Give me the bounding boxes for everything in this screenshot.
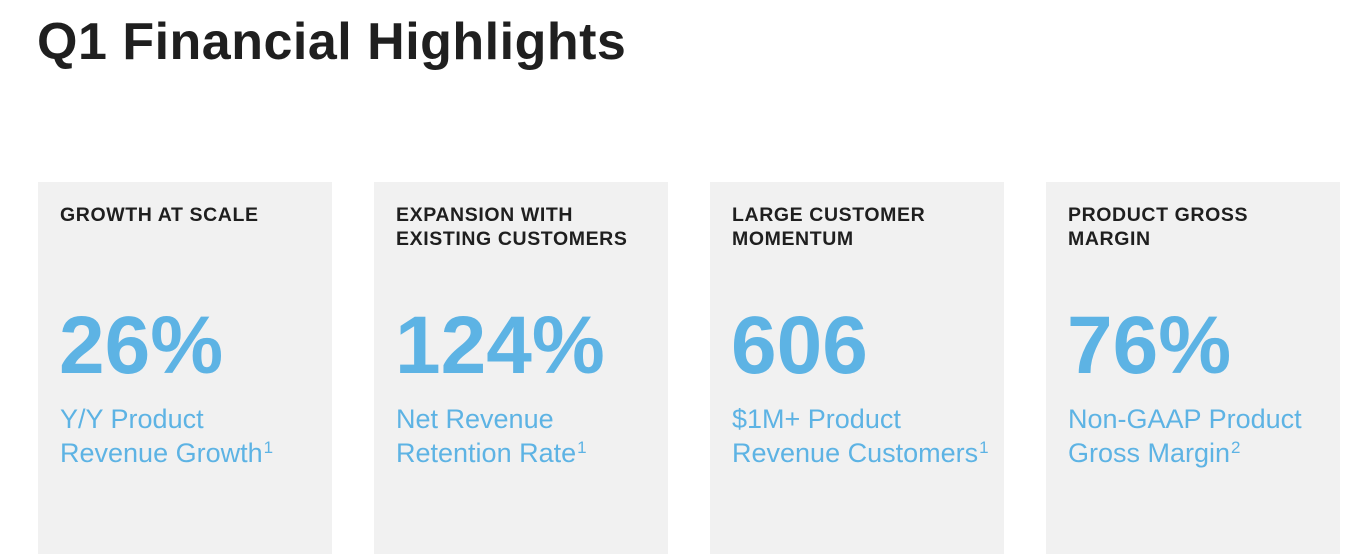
card-heading-line1: GROWTH AT SCALE: [60, 204, 259, 226]
card-description: $1M+ Product Revenue Customers1: [732, 402, 1004, 470]
card-heading-line1: PRODUCT GROSS: [1068, 204, 1249, 226]
card-value: 124%: [395, 300, 605, 391]
highlights-cards: GROWTH AT SCALE 26% Y/Y Product Revenue …: [38, 182, 1340, 554]
card-heading-line2: MARGIN: [1068, 228, 1151, 250]
card-desc-line2-wrap: Gross Margin2: [1068, 436, 1340, 470]
card-desc-line1: Non-GAAP Product: [1068, 404, 1302, 434]
card-heading-line2: EXISTING CUSTOMERS: [396, 228, 628, 250]
card-heading: LARGE CUSTOMER MOMENTUM: [732, 203, 1002, 251]
footnote-marker: 2: [1231, 438, 1241, 457]
card-heading: PRODUCT GROSS MARGIN: [1068, 203, 1338, 251]
card-growth-at-scale: GROWTH AT SCALE 26% Y/Y Product Revenue …: [38, 182, 332, 554]
footnote-marker: 1: [979, 438, 989, 457]
card-large-customer-momentum: LARGE CUSTOMER MOMENTUM 606 $1M+ Product…: [710, 182, 1004, 554]
card-desc-line2-wrap: Retention Rate1: [396, 436, 668, 470]
footnote-marker: 1: [577, 438, 587, 457]
card-description: Y/Y Product Revenue Growth1: [60, 402, 332, 470]
card-heading: GROWTH AT SCALE: [60, 203, 330, 227]
card-desc-line2: Revenue Customers: [732, 438, 979, 468]
card-desc-line2-wrap: Revenue Customers1: [732, 436, 1004, 470]
card-desc-line2: Revenue Growth: [60, 438, 263, 468]
card-desc-line2: Gross Margin: [1068, 438, 1231, 468]
card-desc-line1: Y/Y Product: [60, 404, 204, 434]
card-value: 606: [731, 300, 868, 391]
card-heading: EXPANSION WITH EXISTING CUSTOMERS: [396, 203, 666, 251]
card-desc-line1: Net Revenue: [396, 404, 554, 434]
card-heading-line1: LARGE CUSTOMER: [732, 204, 926, 226]
card-desc-line1: $1M+ Product: [732, 404, 901, 434]
card-expansion-with-existing-customers: EXPANSION WITH EXISTING CUSTOMERS 124% N…: [374, 182, 668, 554]
footnote-marker: 1: [263, 438, 274, 457]
card-heading-line1: EXPANSION WITH: [396, 204, 574, 226]
card-desc-line2-wrap: Revenue Growth1: [60, 436, 332, 470]
card-desc-line2: Retention Rate: [396, 438, 577, 468]
card-product-gross-margin: PRODUCT GROSS MARGIN 76% Non-GAAP Produc…: [1046, 182, 1340, 554]
card-value: 26%: [59, 300, 224, 391]
card-heading-line2: MOMENTUM: [732, 228, 854, 250]
card-description: Non-GAAP Product Gross Margin2: [1068, 402, 1340, 470]
page-title: Q1 Financial Highlights: [37, 13, 627, 71]
card-description: Net Revenue Retention Rate1: [396, 402, 668, 470]
card-value: 76%: [1067, 300, 1232, 391]
